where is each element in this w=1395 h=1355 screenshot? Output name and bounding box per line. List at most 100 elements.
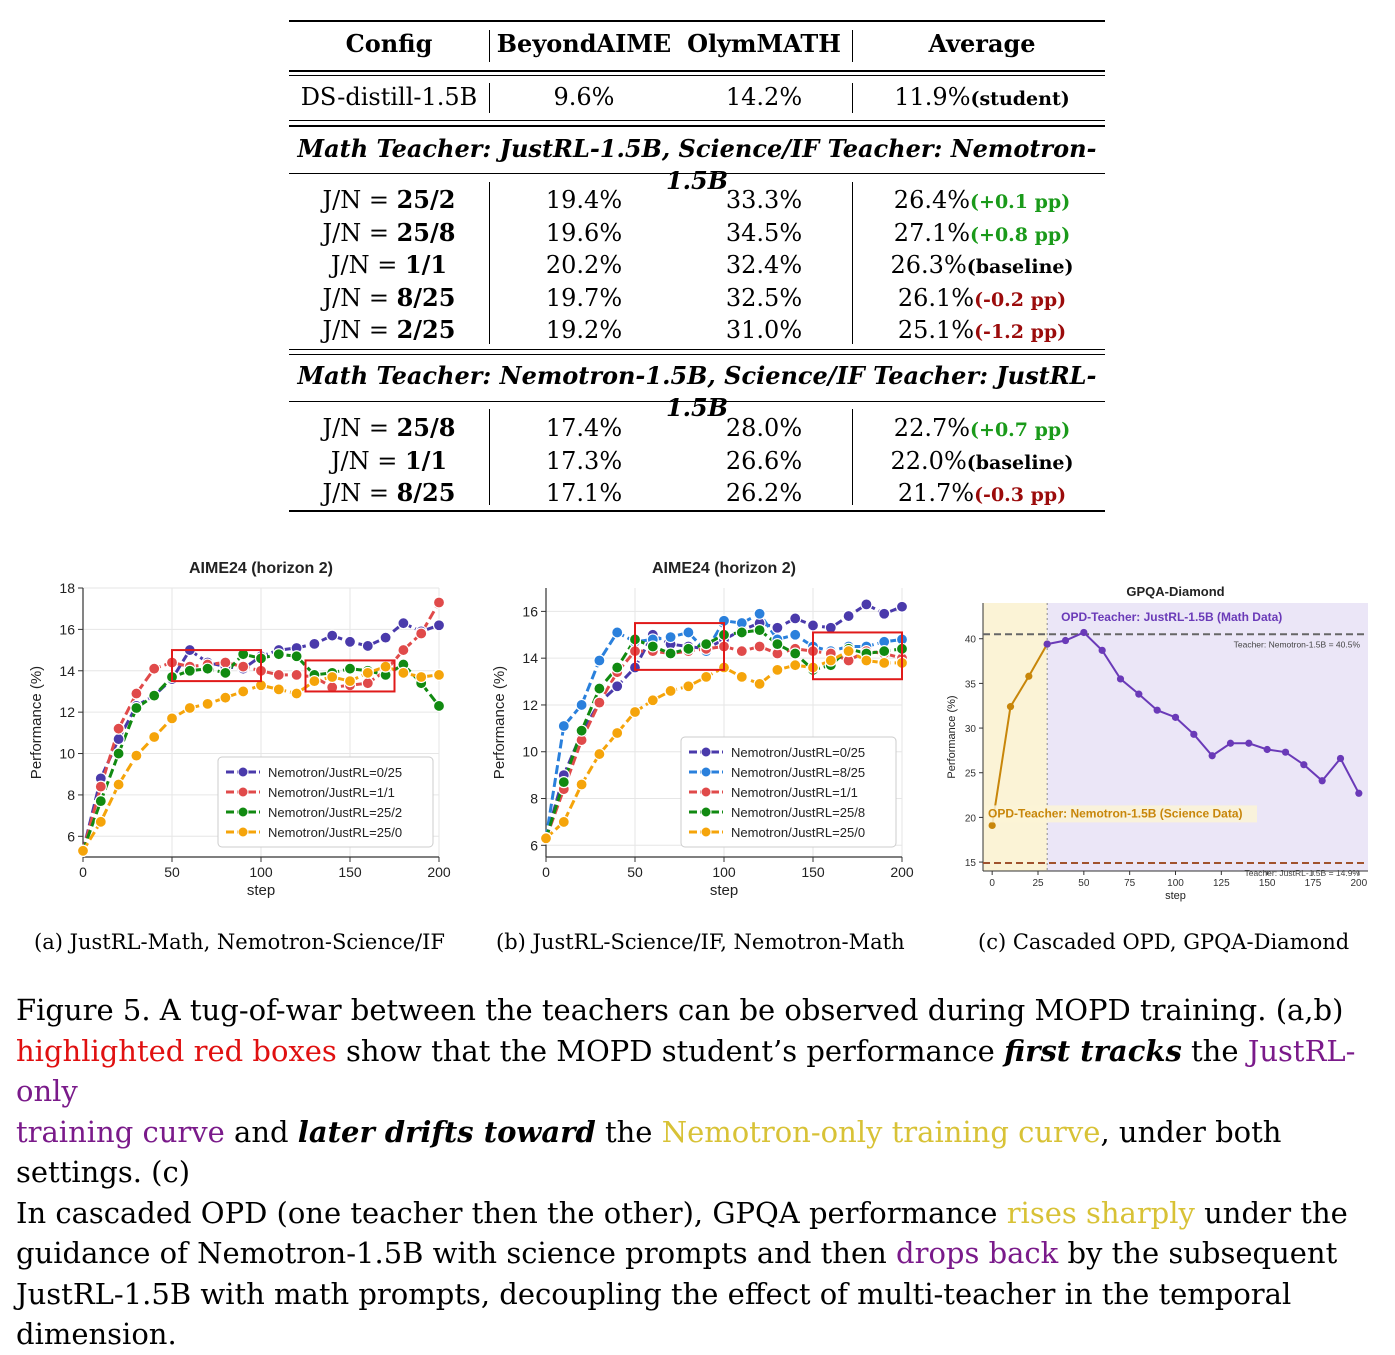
legend-marker <box>237 806 249 818</box>
data-point <box>1190 730 1198 738</box>
highlight-box <box>171 649 262 683</box>
phase-1-shading <box>983 603 1048 871</box>
row-olym: 26.2% <box>725 479 803 507</box>
data-point <box>361 639 374 653</box>
data-point <box>1336 754 1345 763</box>
legend-label: Nemotron/JustRL=1/1 <box>731 785 858 800</box>
data-point <box>1318 777 1326 785</box>
chart-title: AIME24 (horizon 2) <box>652 560 796 577</box>
legend-marker <box>700 766 712 778</box>
x-tick-label: 200 <box>890 864 914 880</box>
y-tick-label: 12 <box>522 697 538 713</box>
data-point <box>290 687 303 700</box>
legend-label: Nemotron/JustRL=8/25 <box>731 765 865 780</box>
x-axis-label: step <box>710 882 738 899</box>
legend-marker <box>237 826 249 838</box>
highlight-box <box>634 622 725 671</box>
legend-marker <box>700 786 712 798</box>
row-config: J/N = 2/25 <box>322 315 456 344</box>
data-point <box>611 626 624 639</box>
legend-marker <box>237 766 249 778</box>
series-line <box>544 644 903 839</box>
x-tick-label: 150 <box>801 864 825 880</box>
data-point <box>646 694 659 707</box>
data-point <box>1355 789 1363 797</box>
table-row: J/N = 25/8 17.4% 28.0% 22.7%(+0.7 pp) <box>289 412 1105 444</box>
data-point <box>308 675 321 688</box>
x-tick-label: 175 <box>1305 878 1322 889</box>
data-point <box>753 640 766 653</box>
figure-caption: Figure 5. A tug-of-war between the teach… <box>16 990 1386 1355</box>
data-point <box>557 776 570 789</box>
table-row: J/N = 8/25 17.1% 26.2% 21.7%(-0.3 pp) <box>289 477 1105 509</box>
table-row: J/N = 1/1 20.2% 32.4% 26.3%(baseline) <box>289 249 1105 281</box>
data-point <box>165 712 179 725</box>
data-point <box>1153 706 1161 714</box>
data-point <box>1080 628 1088 637</box>
data-point <box>789 628 802 641</box>
data-point <box>94 815 107 828</box>
data-point <box>343 675 357 688</box>
row-beyond: 19.6% <box>545 218 623 247</box>
series-label: OPD-Teacher: JustRL-1.5B (Math Data) <box>1061 610 1282 624</box>
row-olym: 34.5% <box>725 218 803 247</box>
data-point <box>148 662 161 675</box>
x-tick-label: 50 <box>164 864 180 880</box>
y-tick-label: 16 <box>522 603 538 619</box>
x-axis-label: step <box>1165 890 1186 902</box>
data-point <box>771 638 784 651</box>
data-point <box>76 844 90 857</box>
row-average: 22.0%(baseline) <box>890 446 1074 475</box>
data-point <box>326 670 339 684</box>
series-line <box>1046 631 1360 794</box>
y-tick-label: 8 <box>530 791 538 807</box>
row-beyond: 17.4% <box>545 414 623 442</box>
header-olymmath: OlymMATH <box>687 29 841 58</box>
data-point <box>1061 636 1070 645</box>
data-point <box>878 645 891 658</box>
data-point <box>842 645 855 658</box>
y-tick-label: 16 <box>59 621 75 637</box>
data-point <box>539 832 553 845</box>
row-olym: 28.0% <box>725 414 803 442</box>
data-point <box>771 663 784 676</box>
y-axis-label: Performance (%) <box>28 666 45 779</box>
x-tick-label: 200 <box>427 864 451 880</box>
y-axis-label: Performance (%) <box>491 666 508 779</box>
data-point <box>878 656 891 669</box>
row-config: J/N = 8/25 <box>322 478 456 507</box>
data-point <box>1098 646 1106 654</box>
data-point <box>664 647 677 660</box>
data-point <box>1281 748 1290 756</box>
table-header-row: Config BeyondAIME OlymMATH Average <box>289 28 1105 60</box>
data-point <box>112 778 125 791</box>
row-average: 21.7%(-0.3 pp) <box>897 479 1067 507</box>
chart-c: GPQA-Diamond 0 25 50 75 100 125 150 175 200 15 20 25… <box>946 584 1368 902</box>
y-tick-label: 12 <box>59 704 75 720</box>
data-point <box>700 638 713 651</box>
chart-title: AIME24 (horizon 2) <box>189 560 333 577</box>
data-point <box>379 631 392 644</box>
data-point <box>1300 761 1308 769</box>
data-point <box>130 749 143 762</box>
data-point <box>735 626 748 639</box>
data-point <box>557 815 570 829</box>
section-2-title: Math Teacher: Nemotron-1.5B, Science/IF … <box>297 361 1097 422</box>
row-beyond: 19.2% <box>545 316 623 344</box>
data-point <box>112 747 125 760</box>
data-point <box>432 668 446 682</box>
data-point <box>361 666 374 679</box>
data-point <box>1043 640 1051 648</box>
row-olym: 32.5% <box>725 283 803 312</box>
chart-b: AIME24 (horizon 2) 0 50 100 150 200 6 8 10 12 14 16… <box>491 560 914 899</box>
y-tick-label: 40 <box>965 635 977 646</box>
row-olym: 31.0% <box>725 316 803 344</box>
data-point <box>397 666 410 679</box>
highlight-box <box>812 631 903 681</box>
legend-marker <box>700 746 712 758</box>
data-point <box>148 730 161 744</box>
data-point <box>272 683 285 696</box>
x-tick-label: 200 <box>1350 878 1367 889</box>
data-point <box>789 659 802 672</box>
data-point <box>557 719 570 733</box>
